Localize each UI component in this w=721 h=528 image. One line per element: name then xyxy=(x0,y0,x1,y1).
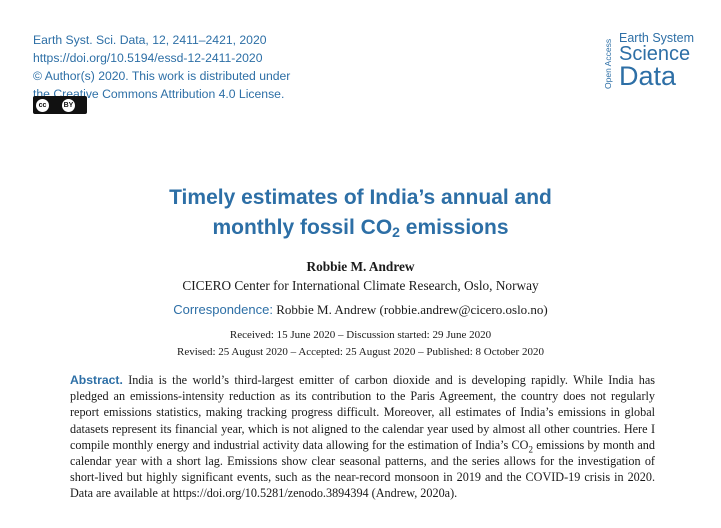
logo-line-2: Science xyxy=(619,43,691,65)
publication-dates: Received: 15 June 2020 – Discussion star… xyxy=(0,327,721,361)
logo-line-1: Earth System xyxy=(619,31,695,45)
doi-link[interactable]: https://doi.org/10.5194/essd-12-2411-202… xyxy=(33,51,263,65)
title-line-2-end: emissions xyxy=(399,216,509,239)
dates-published: Revised: 25 August 2020 – Accepted: 25 A… xyxy=(177,346,544,358)
title-line-1: Timely estimates of India’s annual and xyxy=(169,186,552,209)
paper-title: Timely estimates of India’s annual and m… xyxy=(0,183,721,243)
title-subscript: 2 xyxy=(392,224,400,240)
correspondence-label: Correspondence: xyxy=(173,302,273,317)
logo-line-3: Data xyxy=(619,61,677,91)
correspondence-text: Robbie M. Andrew (robbie.andrew@cicero.o… xyxy=(272,302,548,317)
citation: Earth Syst. Sci. Data, 12, 2411–2421, 20… xyxy=(33,33,267,47)
author-name: Robbie M. Andrew xyxy=(306,259,415,274)
abstract: Abstract. India is the world’s third-lar… xyxy=(70,372,655,502)
license-link[interactable]: the Creative Commons Attribution 4.0 Lic… xyxy=(33,87,285,101)
title-line-2-start: monthly fossil CO xyxy=(212,216,393,239)
journal-header: Earth Syst. Sci. Data, 12, 2411–2421, 20… xyxy=(33,31,290,103)
abstract-text-2: emissions by month and calendar year wit… xyxy=(70,437,655,501)
cc-by-license-badge[interactable]: cc BY xyxy=(33,96,87,114)
dates-received: Received: 15 June 2020 – Discussion star… xyxy=(229,329,492,341)
affiliation: CICERO Center for International Climate … xyxy=(182,278,539,293)
abstract-subscript: 2 xyxy=(528,444,533,455)
copyright-notice: © Author(s) 2020. This work is distribut… xyxy=(33,69,291,83)
creative-commons-icon: cc xyxy=(36,98,49,112)
journal-logo: Open Access Earth System Science Data xyxy=(603,31,695,93)
abstract-label: Abstract. xyxy=(70,373,123,387)
open-access-label: Open Access xyxy=(603,38,613,89)
correspondence: Correspondence: Robbie M. Andrew (robbie… xyxy=(0,302,721,318)
abstract-text-1: India is the world’s third-largest emitt… xyxy=(70,373,655,452)
attribution-icon: BY xyxy=(62,98,75,112)
